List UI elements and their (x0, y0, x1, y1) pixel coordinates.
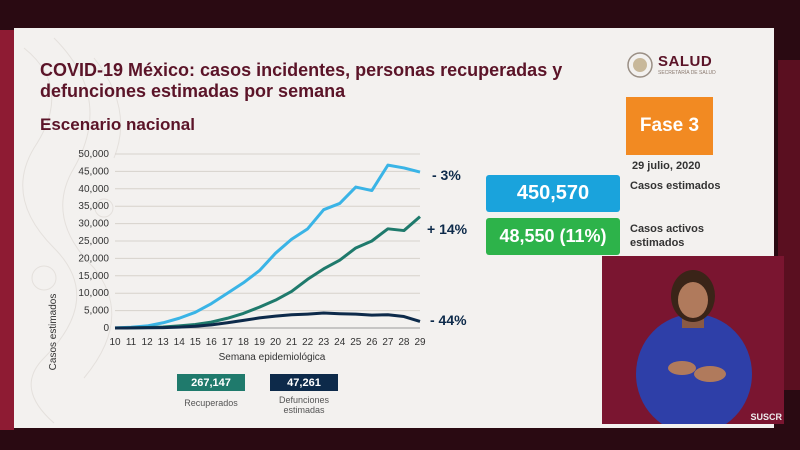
x-tick-label: 22 (302, 337, 314, 348)
x-tick-label: 16 (206, 337, 218, 348)
y-tick-label: 50,000 (78, 149, 109, 160)
x-tick-label: 12 (142, 337, 154, 348)
series-line-recovered (114, 215, 421, 330)
report-date: 29 julio, 2020 (632, 160, 701, 172)
estimated-cases-label: Casos estimados (630, 180, 721, 192)
x-tick-label: 28 (398, 337, 410, 348)
y-tick-label: 0 (103, 323, 109, 334)
series-line-cases (114, 163, 421, 330)
watermark-text: SUSCR (750, 412, 782, 422)
active-cases-value: 48,550 (11%) (486, 218, 620, 255)
decorative-pattern (22, 37, 122, 424)
y-tick-label: 10,000 (78, 288, 109, 299)
x-tick-label: 10 (109, 337, 121, 348)
x-tick-label: 13 (158, 337, 170, 348)
x-tick-label: 18 (238, 337, 250, 348)
x-tick-label: 21 (286, 337, 298, 348)
y-tick-label: 45,000 (78, 166, 109, 177)
recovered-total-value: 267,147 (177, 374, 245, 391)
x-tick-label: 27 (382, 337, 394, 348)
recovered-change-label: + 14% (427, 221, 468, 237)
x-tick-label: 11 (126, 337, 137, 348)
deaths-total-value: 47,261 (270, 374, 338, 391)
x-tick-label: 19 (254, 337, 266, 348)
x-tick-label: 20 (270, 337, 282, 348)
x-tick-label: 14 (174, 337, 186, 348)
salud-logo-text: SALUD (658, 53, 713, 70)
deaths-change-label: - 44% (430, 312, 467, 328)
x-tick-labels: 10 11 12 13 14 15 16 17 18 19 20 21 22 23 24 25 26 27 28 29 (109, 337, 426, 348)
x-tick-label: 17 (222, 337, 234, 348)
salud-logo-subtext: SECRETARÍA DE SALUD (658, 70, 716, 76)
y-tick-label: 30,000 (78, 219, 109, 230)
x-tick-label: 29 (414, 337, 426, 348)
x-tick-label: 24 (334, 337, 346, 348)
interpreter-figure (602, 256, 784, 424)
y-tick-label: 15,000 (78, 271, 109, 282)
recovered-total-label: Recuperados (184, 398, 238, 408)
active-cases-label: Casos activos estimados (630, 223, 704, 249)
x-tick-label: 26 (366, 337, 378, 348)
phase-badge: Fase 3 (626, 97, 713, 155)
series-line-deaths (114, 311, 421, 330)
y-tick-label: 40,000 (78, 184, 109, 195)
y-axis-label: Casos estimados (48, 294, 59, 371)
y-tick-label: 20,000 (78, 253, 109, 264)
y-tick-labels: 0 5,000 10,000 15,000 20,000 25,000 30,000 35,0… (78, 149, 109, 334)
sign-language-interpreter-video (602, 256, 784, 424)
cases-change-label: - 3% (432, 167, 461, 183)
x-tick-label: 15 (190, 337, 202, 348)
y-tick-label: 5,000 (84, 306, 109, 317)
slide-subtitle: Escenario nacional (40, 115, 195, 134)
series-lines (114, 163, 421, 330)
x-tick-label: 25 (350, 337, 362, 348)
weekly-cases-chart: 0 5,000 10,000 15,000 20,000 25,000 30,000 35,0… (48, 149, 426, 371)
y-tick-label: 25,000 (78, 236, 109, 247)
x-axis-label: Semana epidemiológica (219, 352, 326, 363)
slide-title: COVID-19 México: casos incidentes, perso… (40, 60, 563, 101)
x-tick-label: 23 (318, 337, 330, 348)
y-tick-label: 35,000 (78, 201, 109, 212)
estimated-cases-value: 450,570 (486, 175, 620, 212)
salud-seal-icon (627, 52, 653, 78)
deaths-total-label: Defunciones estimadas (278, 395, 330, 415)
left-accent-bar (0, 30, 14, 430)
